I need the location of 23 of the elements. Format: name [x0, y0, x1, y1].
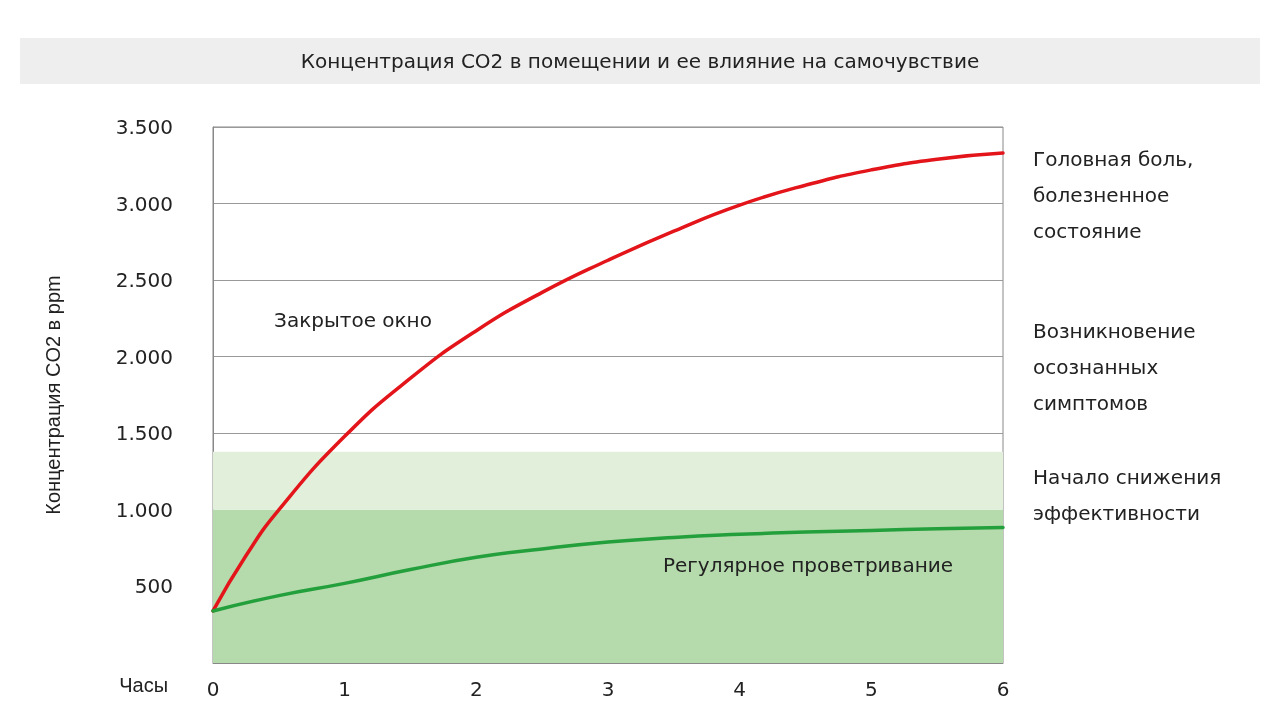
- chart-title: Концентрация CO2 в помещении и ее влияние на самочувствие: [20, 38, 1260, 84]
- y-tick-label: 2.500: [115, 268, 173, 293]
- x-axis-title: Часы: [119, 674, 168, 696]
- text: Головная боль, болезненное состояние: [1033, 147, 1194, 243]
- x-tick-label: 1: [338, 677, 352, 701]
- x-tick-label: 6: [996, 677, 1010, 701]
- text: Возникновение осознанных симптомов: [1033, 319, 1196, 415]
- y-tick-label: 1.000: [115, 497, 173, 522]
- y-tick-label: 3.500: [115, 115, 173, 139]
- x-tick-label: 4: [733, 677, 747, 701]
- x-tick-label: 3: [601, 677, 615, 701]
- y-tick-label: 2.000: [115, 344, 173, 369]
- x-tick-label: 2: [469, 677, 483, 701]
- annotation: Начало снижения эффективности: [1033, 464, 1222, 525]
- y-axis-title: Концентрация CO2 в ppm: [42, 275, 64, 515]
- x-tick-label: 5: [864, 677, 878, 701]
- line-series: [211, 525, 1005, 613]
- x-tick-label: 0: [206, 677, 220, 701]
- y-tick-label: 500: [134, 574, 173, 599]
- y-tick-label: 1.500: [115, 421, 173, 446]
- y-tick-label: 3.000: [115, 191, 173, 216]
- series-label: Закрытое окно: [274, 308, 432, 332]
- series-label: Регулярное проветривание: [662, 553, 954, 577]
